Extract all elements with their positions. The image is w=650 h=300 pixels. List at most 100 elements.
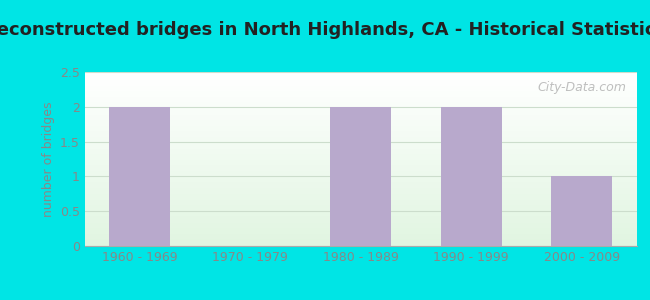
Bar bbox=[84, 231, 637, 232]
Bar bbox=[84, 169, 637, 170]
Bar bbox=[84, 75, 637, 76]
Bar bbox=[84, 137, 637, 138]
Bar bbox=[551, 176, 612, 246]
Bar bbox=[84, 237, 637, 238]
Bar bbox=[84, 129, 637, 130]
Bar bbox=[84, 82, 637, 83]
Bar bbox=[84, 98, 637, 99]
Bar bbox=[84, 189, 637, 190]
Bar bbox=[84, 168, 637, 169]
Bar bbox=[84, 133, 637, 134]
Bar bbox=[84, 162, 637, 163]
Bar bbox=[84, 187, 637, 188]
Bar bbox=[84, 124, 637, 125]
Bar bbox=[84, 134, 637, 135]
Bar bbox=[84, 218, 637, 219]
Bar bbox=[84, 230, 637, 231]
Bar bbox=[84, 73, 637, 74]
Bar bbox=[84, 221, 637, 222]
Bar bbox=[84, 97, 637, 98]
Bar bbox=[84, 100, 637, 101]
Bar bbox=[84, 82, 637, 83]
Bar bbox=[84, 181, 637, 182]
Y-axis label: number of bridges: number of bridges bbox=[42, 101, 55, 217]
Bar bbox=[84, 209, 637, 210]
Bar bbox=[84, 210, 637, 211]
Bar bbox=[84, 118, 637, 119]
Bar bbox=[84, 173, 637, 174]
Bar bbox=[84, 85, 637, 86]
Bar bbox=[84, 176, 637, 177]
Bar bbox=[84, 157, 637, 158]
Bar bbox=[84, 130, 637, 131]
Bar bbox=[84, 193, 637, 194]
Bar bbox=[84, 207, 637, 208]
Bar bbox=[84, 172, 637, 173]
Bar bbox=[84, 151, 637, 152]
Bar bbox=[84, 233, 637, 234]
Bar bbox=[84, 81, 637, 82]
Bar bbox=[84, 84, 637, 85]
Bar bbox=[84, 103, 637, 104]
Bar bbox=[84, 99, 637, 100]
Bar bbox=[84, 105, 637, 106]
Bar bbox=[84, 156, 637, 157]
Bar bbox=[84, 78, 637, 79]
Bar bbox=[84, 72, 637, 73]
Bar bbox=[84, 96, 637, 97]
Bar bbox=[84, 91, 637, 92]
Bar bbox=[84, 174, 637, 175]
Bar bbox=[84, 214, 637, 215]
Bar bbox=[84, 197, 637, 198]
Bar bbox=[84, 150, 637, 151]
Bar bbox=[84, 198, 637, 199]
Bar bbox=[84, 222, 637, 223]
Bar bbox=[84, 159, 637, 160]
Bar bbox=[84, 102, 637, 103]
Bar bbox=[84, 93, 637, 94]
Bar bbox=[84, 245, 637, 246]
Bar bbox=[84, 228, 637, 229]
Bar bbox=[84, 169, 637, 170]
Bar bbox=[84, 141, 637, 142]
Bar bbox=[84, 243, 637, 244]
Bar bbox=[84, 206, 637, 207]
Bar bbox=[84, 95, 637, 96]
Bar bbox=[84, 135, 637, 136]
Text: Reconstructed bridges in North Highlands, CA - Historical Statistics: Reconstructed bridges in North Highlands… bbox=[0, 21, 650, 39]
Bar bbox=[84, 119, 637, 120]
Bar bbox=[84, 235, 637, 236]
Bar bbox=[84, 139, 637, 140]
Bar bbox=[84, 194, 637, 195]
Bar bbox=[84, 104, 637, 105]
Bar bbox=[84, 171, 637, 172]
Bar bbox=[84, 184, 637, 185]
Bar bbox=[84, 88, 637, 89]
Bar bbox=[84, 239, 637, 240]
Bar bbox=[84, 190, 637, 191]
Bar bbox=[84, 76, 637, 77]
Bar bbox=[84, 152, 637, 153]
Bar bbox=[84, 120, 637, 121]
Bar bbox=[84, 208, 637, 209]
Bar bbox=[84, 148, 637, 149]
Bar bbox=[84, 163, 637, 164]
Bar bbox=[84, 213, 637, 214]
Bar bbox=[84, 215, 637, 216]
Bar bbox=[84, 109, 637, 110]
Bar bbox=[84, 127, 637, 128]
Bar bbox=[84, 212, 637, 213]
Bar bbox=[84, 121, 637, 122]
Bar bbox=[84, 136, 637, 137]
Bar bbox=[84, 138, 637, 139]
Bar bbox=[84, 229, 637, 230]
Bar bbox=[84, 188, 637, 189]
Bar bbox=[84, 202, 637, 203]
Bar bbox=[84, 106, 637, 107]
Bar bbox=[84, 180, 637, 181]
Bar bbox=[84, 199, 637, 200]
Bar bbox=[84, 165, 637, 166]
Bar bbox=[84, 143, 637, 144]
Bar bbox=[330, 107, 391, 246]
Bar bbox=[84, 140, 637, 141]
